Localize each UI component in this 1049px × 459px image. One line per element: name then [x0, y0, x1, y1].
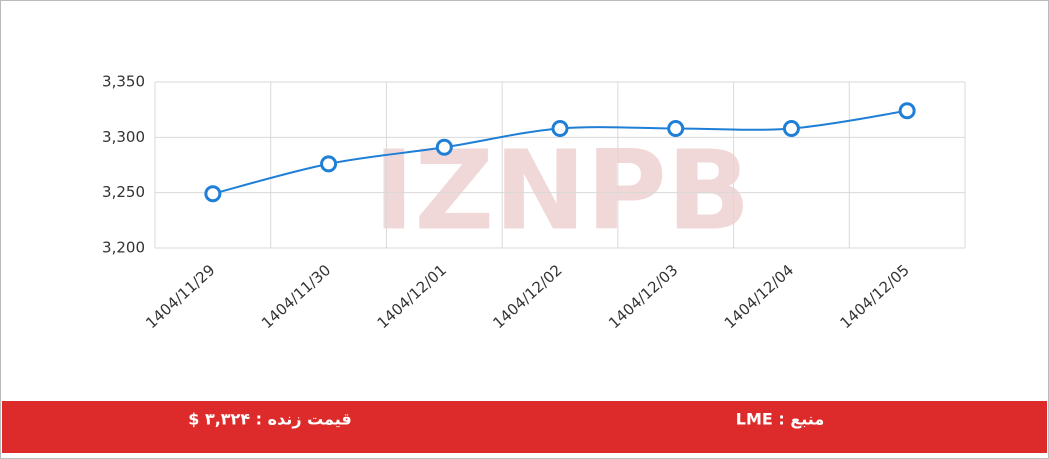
source: منبع : LME	[736, 410, 824, 429]
y-tick-label: 3,250	[102, 183, 145, 201]
point	[782, 119, 800, 137]
y-tick-label: 3,200	[102, 239, 145, 257]
point	[435, 138, 453, 156]
live-price: قیمت زنده : ۳,۳۲۴ $	[188, 410, 352, 429]
footer-bar	[2, 401, 1047, 453]
point	[204, 185, 222, 203]
y-tick-label: 3,350	[102, 73, 145, 91]
point	[320, 155, 338, 173]
point	[667, 119, 685, 137]
point	[551, 119, 569, 137]
point	[898, 102, 916, 120]
watermark: IZNPB	[373, 126, 750, 254]
y-tick-label: 3,300	[102, 128, 145, 146]
